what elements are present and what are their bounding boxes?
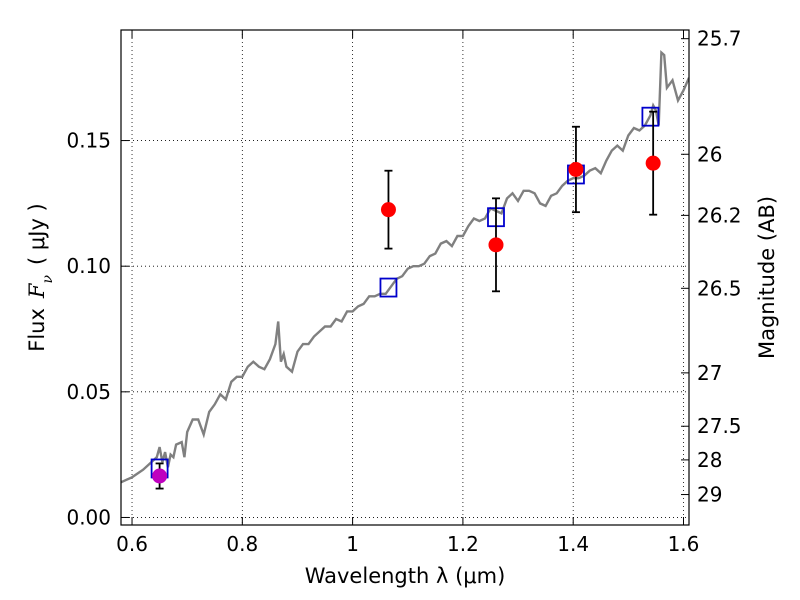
x-tick-label: 1.6 xyxy=(668,532,700,556)
grid xyxy=(121,30,689,525)
model-flux-square xyxy=(641,106,660,127)
right-tick-label: 26 xyxy=(697,142,722,166)
y-axis-label-symbol: F xyxy=(25,282,49,299)
y-axis-label-flux: Flux xyxy=(25,308,49,352)
axis-ticks: 0.6 0.8 1 1.2 1.4 1.6 0.00 0.05 0.10 0.15 25.7 26 26… xyxy=(66,27,741,556)
x-axis-label: Wavelength λ (μm) xyxy=(305,564,506,588)
observed-flux-point xyxy=(152,468,168,484)
plot-area xyxy=(121,50,689,490)
right-tick-label: 26.2 xyxy=(697,203,742,227)
x-tick-label: 1 xyxy=(346,532,359,556)
y-tick-label: 0.00 xyxy=(66,505,111,529)
right-axis-label: Magnitude (AB) xyxy=(755,196,779,359)
x-tick-label: 0.8 xyxy=(226,532,258,556)
right-tick-label: 27.5 xyxy=(697,414,742,438)
x-tick-label: 1.4 xyxy=(557,532,589,556)
right-tick-label: 28 xyxy=(697,448,722,472)
observed-flux-point xyxy=(488,237,504,253)
y-axis-label-unit: ( μJy ) xyxy=(25,203,49,265)
model-flux-square xyxy=(379,277,398,298)
y-axis-label: Flux Fν ( μJy ) xyxy=(25,203,56,351)
spectrum-line xyxy=(121,50,689,484)
x-tick-label: 0.6 xyxy=(116,532,148,556)
right-tick-label: 26.5 xyxy=(697,276,742,300)
right-tick-label: 29 xyxy=(697,483,722,507)
right-tick-label: 27 xyxy=(697,361,722,385)
y-tick-label: 0.05 xyxy=(66,380,111,404)
y-tick-label: 0.10 xyxy=(66,254,111,278)
y-tick-label: 0.15 xyxy=(66,129,111,153)
observed-flux-point xyxy=(645,155,661,171)
observed-flux-point xyxy=(380,202,396,218)
right-tick-label: 25.7 xyxy=(697,27,742,51)
y-axis-label-subscript: ν xyxy=(40,275,56,284)
plot-frame xyxy=(120,29,690,526)
observed-flux-point xyxy=(568,161,584,177)
x-tick-label: 1.2 xyxy=(447,532,479,556)
